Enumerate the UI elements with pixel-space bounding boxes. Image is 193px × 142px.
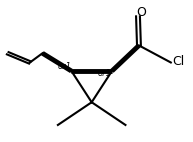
Text: Cl: Cl	[173, 55, 185, 68]
Text: O: O	[136, 6, 146, 19]
Text: or1: or1	[58, 61, 72, 71]
Text: or1: or1	[97, 69, 112, 78]
